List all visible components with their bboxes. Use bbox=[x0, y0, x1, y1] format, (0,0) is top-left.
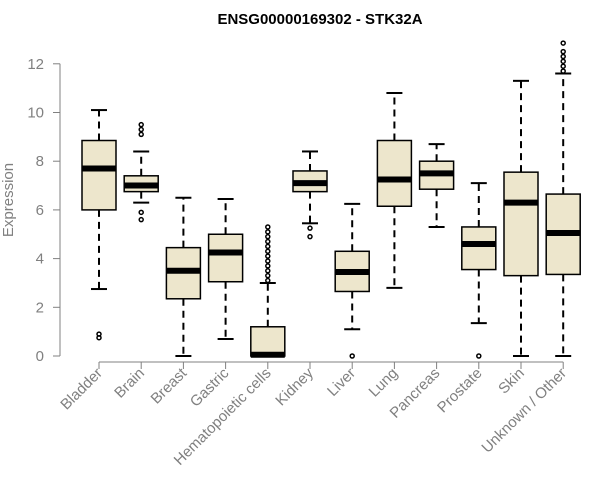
outlier-point bbox=[265, 277, 271, 284]
chart-title: ENSG00000169302 - STK32A bbox=[217, 11, 422, 28]
outlier-point bbox=[138, 131, 144, 138]
plot-area bbox=[81, 40, 581, 359]
outlier-point bbox=[265, 248, 271, 255]
box-iqr bbox=[461, 226, 497, 271]
outlier-point bbox=[265, 268, 271, 274]
x-tick-label: Liver bbox=[324, 365, 359, 400]
outlier-point bbox=[560, 63, 566, 69]
box-group-unknown-other bbox=[545, 40, 581, 357]
box-group-prostate bbox=[461, 182, 497, 359]
box-group-breast bbox=[165, 196, 202, 357]
outlier-point bbox=[265, 263, 271, 269]
box-group-bladder bbox=[81, 109, 117, 341]
outlier-point bbox=[265, 243, 271, 250]
outlier-point bbox=[138, 209, 144, 216]
outlier-point bbox=[96, 331, 102, 337]
outlier-point bbox=[560, 48, 566, 55]
outlier-point bbox=[265, 238, 271, 245]
y-axis: 0 2 4 6 8 10 12 bbox=[27, 56, 61, 365]
box-group-kidney bbox=[292, 150, 328, 240]
y-tick-label: 2 bbox=[36, 299, 44, 316]
outlier-point bbox=[138, 216, 144, 223]
box-group-liver bbox=[334, 202, 370, 359]
outlier-point bbox=[265, 272, 271, 279]
box-iqr bbox=[376, 139, 413, 207]
x-tick-label: Kidney bbox=[272, 364, 317, 409]
outlier-point bbox=[560, 53, 566, 60]
box-group-gastric bbox=[207, 197, 244, 340]
outlier-point bbox=[138, 126, 144, 133]
outlier-point bbox=[349, 353, 355, 359]
box-group-lung bbox=[376, 92, 413, 289]
outlier-point bbox=[560, 40, 566, 46]
outlier-point bbox=[265, 224, 271, 230]
x-tick-label: Prostate bbox=[434, 365, 486, 417]
y-tick-label: 4 bbox=[36, 251, 44, 268]
box-iqr bbox=[503, 171, 539, 277]
box-iqr bbox=[81, 139, 117, 211]
x-tick-label: Breast bbox=[148, 364, 191, 407]
box-group-skin bbox=[503, 79, 539, 357]
outlier-point bbox=[476, 353, 482, 359]
box-group-brain bbox=[123, 121, 159, 223]
y-tick-label: 10 bbox=[27, 105, 44, 122]
outlier-point bbox=[560, 68, 566, 74]
x-tick-label: Brain bbox=[111, 365, 148, 402]
y-tick-label: 8 bbox=[36, 153, 44, 170]
box-group-hematopoietic-cells bbox=[250, 224, 286, 358]
x-tick-label: Skin bbox=[495, 365, 528, 398]
outlier-point bbox=[265, 233, 271, 240]
y-axis-label: Expression bbox=[0, 163, 17, 237]
outlier-point bbox=[307, 225, 313, 231]
y-tick-label: 12 bbox=[27, 56, 44, 73]
box-group-pancreas bbox=[418, 143, 455, 228]
outlier-point bbox=[307, 233, 313, 240]
y-tick-label: 6 bbox=[36, 202, 44, 219]
outlier-point bbox=[138, 121, 144, 128]
y-tick-label: 0 bbox=[36, 348, 44, 365]
outlier-point bbox=[265, 229, 271, 235]
box-iqr bbox=[250, 326, 286, 357]
outlier-point bbox=[560, 58, 566, 65]
outlier-point bbox=[265, 253, 271, 259]
x-tick-label: Bladder bbox=[57, 365, 106, 414]
x-tick-label: Lung bbox=[366, 365, 402, 401]
box-iqr bbox=[207, 233, 244, 283]
outlier-point bbox=[265, 258, 271, 264]
